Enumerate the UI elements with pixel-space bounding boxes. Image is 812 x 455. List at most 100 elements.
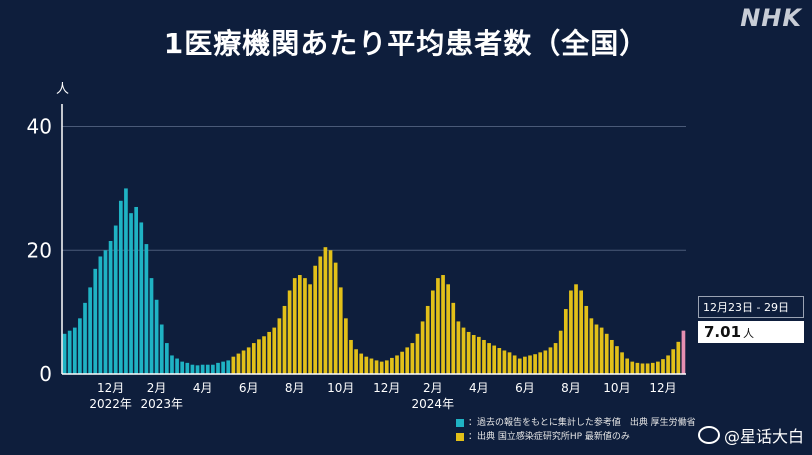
- legend-text-niid: ：出典 国立感染症研究所HP 最新値のみ: [468, 432, 630, 442]
- bars: [62, 188, 686, 374]
- bar-series0-20: [165, 343, 169, 374]
- bar-series1-82: [650, 362, 655, 374]
- bar-series0-0: [62, 333, 67, 374]
- bar-series1-71: [594, 324, 599, 374]
- grid-lines: [62, 126, 686, 251]
- bar-series0-18: [154, 299, 159, 374]
- callout-unit: 人: [743, 327, 755, 340]
- bar-series1-85: [666, 355, 670, 374]
- bar-series0-6: [93, 268, 98, 374]
- bar-series1-73: [604, 333, 609, 374]
- y-tick-labels: 0 20 40: [27, 115, 52, 386]
- bar-series1-10: [282, 305, 287, 374]
- x-tick-labels: 12月 2月 4月 6月 8月 10月 12月 2月 4月 6月 8月 10月 12月 2022年 2023…: [89, 381, 676, 411]
- bar-series1-47: [471, 335, 476, 374]
- bar-series0-26: [195, 365, 200, 374]
- bar-series1-16: [313, 265, 318, 374]
- bar-series0-1: [67, 330, 72, 374]
- bar-series0-30: [216, 362, 220, 374]
- bar-series1-43: [451, 302, 456, 374]
- bar-series1-67: [574, 284, 578, 374]
- nhk-logo: NHK: [740, 4, 802, 32]
- bar-series1-59: [533, 354, 537, 374]
- bar-series1-8: [272, 327, 277, 374]
- bar-series1-49: [482, 339, 486, 374]
- bar-series0-11: [118, 200, 123, 374]
- bar-series1-36: [415, 333, 420, 374]
- bar-series1-75: [615, 346, 619, 374]
- bar-series1-0: [231, 356, 236, 374]
- bar-series1-39: [430, 290, 435, 374]
- legend-item-niid: ：出典 国立感染症研究所HP 最新値のみ: [456, 430, 756, 444]
- bar-series1-38: [425, 305, 430, 374]
- bar-series1-14: [303, 278, 307, 374]
- x-tick-2: 4月: [193, 381, 213, 395]
- legend-swatch-yellow: [456, 433, 464, 441]
- bar-series1-9: [277, 318, 282, 374]
- y-tick-20: 20: [27, 238, 52, 262]
- bar-series1-53: [502, 350, 507, 374]
- x-tick-9: 6月: [515, 381, 535, 395]
- bar-series0-9: [108, 241, 113, 374]
- bar-series1-60: [538, 352, 543, 374]
- legend-swatch-teal: [456, 419, 464, 427]
- bar-series1-63: [553, 343, 558, 374]
- bar-series1-30: [384, 360, 389, 374]
- bar-series1-18: [323, 247, 328, 374]
- bar-series1-57: [523, 356, 527, 374]
- bar-series1-68: [579, 290, 583, 374]
- bar-series0-31: [221, 361, 225, 374]
- bar-series0-21: [170, 355, 174, 374]
- x-tick-11: 10月: [603, 381, 630, 395]
- callout-date: 12月23日 - 29日: [698, 296, 804, 318]
- bar-series1-51: [492, 345, 497, 374]
- bar-series1-5: [257, 339, 261, 374]
- bar-series1-86: [671, 349, 676, 374]
- bar-series1-17: [318, 256, 323, 374]
- x-tick-12: 12月: [649, 381, 676, 395]
- bar-series0-4: [83, 302, 87, 374]
- x-tick-10: 8月: [561, 381, 581, 395]
- x-tick-5: 10月: [327, 381, 354, 395]
- bar-series1-19: [328, 250, 333, 374]
- bar-series1-35: [410, 343, 415, 374]
- bar-series0-25: [190, 364, 195, 374]
- bar-series1-81: [645, 363, 650, 374]
- bar-series1-66: [569, 290, 573, 374]
- bar-series1-3: [246, 347, 251, 374]
- y-tick-40: 40: [27, 115, 52, 139]
- bar-series1-65: [563, 309, 568, 374]
- bar-series1-1: [236, 353, 241, 374]
- bar-series1-54: [507, 352, 512, 374]
- bar-series1-48: [477, 336, 481, 374]
- bar-series1-34: [405, 347, 410, 374]
- bar-series1-78: [630, 361, 635, 374]
- bar-series1-33: [400, 351, 404, 374]
- bar-series1-15: [308, 284, 312, 374]
- bar-series1-55: [512, 355, 517, 374]
- bar-series0-2: [72, 327, 77, 374]
- bar-series0-19: [159, 324, 164, 374]
- bar-series1-80: [640, 363, 645, 374]
- bar-series0-15: [139, 222, 144, 374]
- bar-series1-83: [656, 361, 660, 374]
- bar-series1-74: [609, 339, 614, 374]
- bar-series0-12: [124, 188, 128, 374]
- bar-series1-58: [528, 355, 532, 374]
- bar-series1-37: [420, 321, 425, 374]
- bar-series0-24: [185, 362, 190, 374]
- x-tick-1: 2月: [147, 381, 167, 395]
- x-tick-6: 12月: [373, 381, 400, 395]
- bar-series0-14: [134, 206, 139, 374]
- bar-series1-76: [620, 352, 624, 374]
- bar-series1-50: [487, 343, 491, 374]
- bar-series1-44: [456, 321, 461, 374]
- bar-series1-29: [379, 361, 384, 374]
- latest-value-callout: 12月23日 - 29日 7.01 人: [698, 296, 804, 343]
- callout-value-box: 7.01 人: [698, 321, 804, 343]
- bar-series1-23: [349, 339, 353, 374]
- y-tick-0: 0: [39, 362, 52, 386]
- weibo-icon: [697, 426, 720, 444]
- bar-series0-17: [149, 278, 154, 374]
